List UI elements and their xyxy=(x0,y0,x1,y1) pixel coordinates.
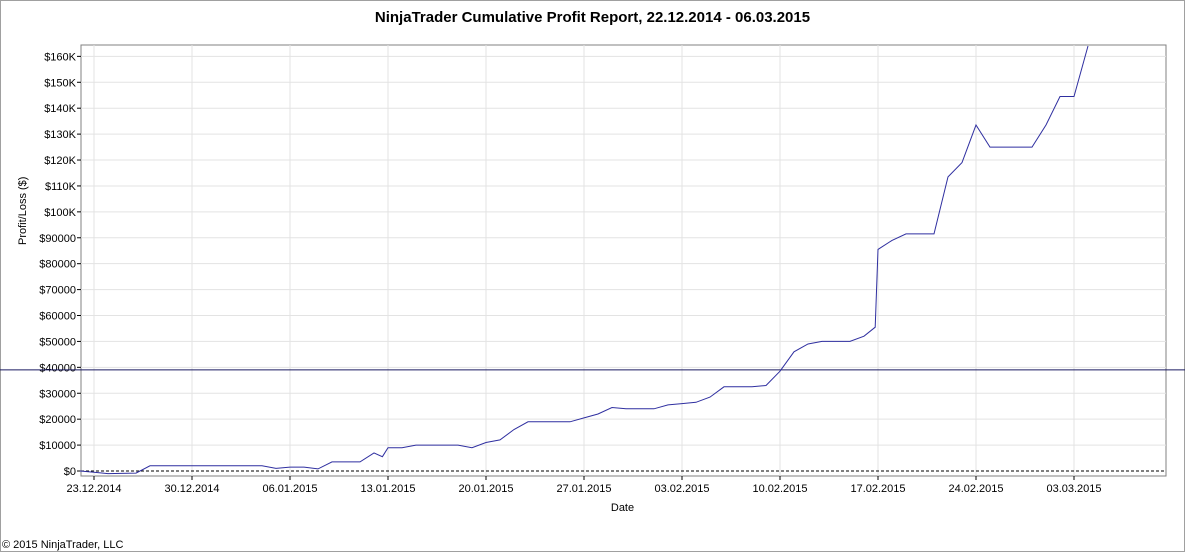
grid-lines xyxy=(81,45,1166,476)
y-tick-label: $100K xyxy=(44,207,76,219)
y-tick-label: $0 xyxy=(64,466,76,478)
x-tick-label: 30.12.2014 xyxy=(164,483,219,495)
y-tick-label: $50000 xyxy=(39,336,76,348)
x-tick-label: 20.01.2015 xyxy=(458,483,513,495)
y-tick-label: $140K xyxy=(44,103,76,115)
x-tick-label: 03.03.2015 xyxy=(1046,483,1101,495)
x-tick-label: 13.01.2015 xyxy=(360,483,415,495)
x-tick-label: 06.01.2015 xyxy=(262,483,317,495)
y-tick-label: $130K xyxy=(44,129,76,141)
x-tick-label: 24.02.2015 xyxy=(948,483,1003,495)
cumulative-profit-line xyxy=(79,45,1089,475)
y-tick-label: $30000 xyxy=(39,388,76,400)
y-tick-label: $120K xyxy=(44,155,76,167)
y-tick-label: $80000 xyxy=(39,259,76,271)
series-lines xyxy=(79,45,1089,475)
chart-title: NinjaTrader Cumulative Profit Report, 22… xyxy=(374,9,811,26)
y-tick-label: $150K xyxy=(44,77,76,89)
y-tick-label: $40000 xyxy=(39,362,76,374)
x-tick-label: 27.01.2015 xyxy=(556,483,611,495)
y-tick-label: $60000 xyxy=(39,311,76,323)
x-tick-label: 17.02.2015 xyxy=(850,483,905,495)
x-tick-label: 23.12.2014 xyxy=(66,483,121,495)
reference-lines xyxy=(0,369,1185,472)
x-tick-label: 10.02.2015 xyxy=(752,483,807,495)
y-tick-label: $110K xyxy=(45,181,77,193)
x-axis-label: Date xyxy=(610,502,635,514)
y-tick-label: $20000 xyxy=(39,414,76,426)
y-tick-label: $90000 xyxy=(39,233,76,245)
y-tick-label: $160K xyxy=(44,51,76,63)
plot-area xyxy=(80,44,1167,477)
y-axis-ticks: $0 $10000 $20000 $30000 $40000 $50000 $60000 $7… xyxy=(39,51,81,478)
y-tick-label: $70000 xyxy=(39,285,76,297)
x-axis-ticks: 23.12.2014 30.12.2014 06.01.2015 13.01.2015… xyxy=(66,476,1102,495)
y-tick-label: $10000 xyxy=(39,440,76,452)
x-tick-label: 03.02.2015 xyxy=(654,483,709,495)
copyright-text: © 2015 NinjaTrader, LLC xyxy=(2,539,124,551)
